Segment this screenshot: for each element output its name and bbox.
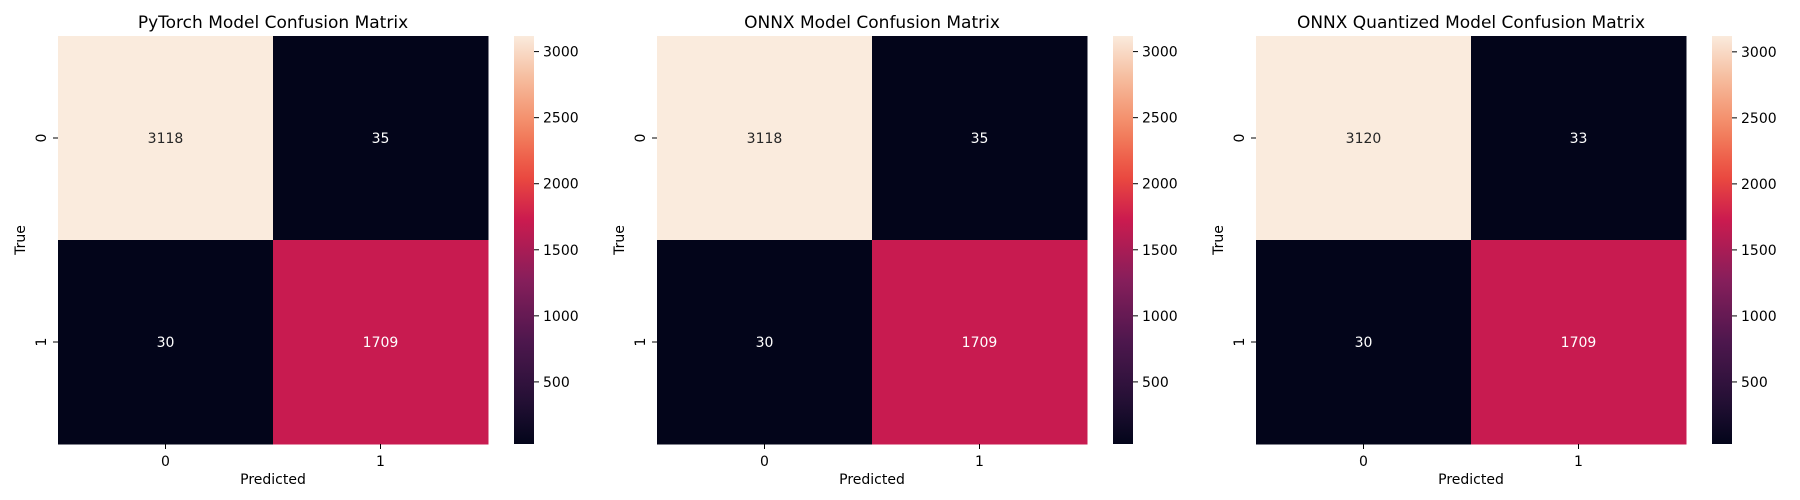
heatmap-cell xyxy=(1256,240,1472,445)
y-tick-label: 0 xyxy=(34,134,50,143)
cell-value-label: 35 xyxy=(971,131,989,147)
panel-1: PyTorch Model Confusion Matrix 3118 35 30 17… xyxy=(13,13,579,488)
heatmap-cell xyxy=(58,240,274,445)
heatmap-cell xyxy=(1471,36,1687,241)
y-axis-label: True xyxy=(13,225,29,256)
cell-value-label: 33 xyxy=(1570,131,1588,147)
cell-value-label: 30 xyxy=(157,335,175,351)
x-axis-label: Predicted xyxy=(839,472,905,488)
colorbar-tick-label: 1000 xyxy=(1142,309,1178,325)
x-tick-label: 1 xyxy=(1574,454,1583,470)
colorbar-tick-label: 2000 xyxy=(543,177,579,193)
heatmap-cell xyxy=(872,36,1088,241)
heatmap-cell xyxy=(1256,36,1472,241)
cell-value-label: 30 xyxy=(756,335,774,351)
cell-value-label: 35 xyxy=(372,131,390,147)
y-tick-label: 0 xyxy=(1232,134,1248,143)
cell-value-label: 1709 xyxy=(962,335,998,351)
colorbar-tick-label: 2000 xyxy=(1142,177,1178,193)
colorbar-tick-label: 3000 xyxy=(1741,45,1777,61)
colorbar-tick-label: 3000 xyxy=(1142,45,1178,61)
colorbar-tick-label: 1000 xyxy=(543,309,579,325)
cell-value-label: 3120 xyxy=(1346,131,1382,147)
colorbar xyxy=(514,36,534,444)
y-tick-label: 1 xyxy=(34,338,50,347)
y-tick-label: 0 xyxy=(633,134,649,143)
cell-value-label: 1709 xyxy=(363,335,399,351)
cell-value-label: 1709 xyxy=(1561,335,1597,351)
colorbar-tick-label: 2000 xyxy=(1741,177,1777,193)
x-tick-label: 0 xyxy=(1359,454,1368,470)
colorbar-tick-label: 2500 xyxy=(1142,111,1178,127)
y-axis-label: True xyxy=(612,225,628,256)
colorbar xyxy=(1712,36,1732,444)
colorbar-tick-label: 500 xyxy=(543,375,570,391)
colorbar-tick-label: 500 xyxy=(1142,375,1169,391)
y-tick-label: 1 xyxy=(633,338,649,347)
heatmap-cell xyxy=(273,36,489,241)
heatmap-cell xyxy=(1471,240,1687,445)
heatmap-cell xyxy=(872,240,1088,445)
colorbar-tick-label: 1000 xyxy=(1741,309,1777,325)
colorbar-tick-label: 3000 xyxy=(543,45,579,61)
x-axis-label: Predicted xyxy=(1438,472,1504,488)
heatmap-cell xyxy=(657,36,873,241)
heatmap-cell xyxy=(273,240,489,445)
colorbar-tick-label: 2500 xyxy=(1741,111,1777,127)
y-tick-label: 1 xyxy=(1232,338,1248,347)
heatmap-cell xyxy=(58,36,274,241)
cell-value-label: 3118 xyxy=(747,131,783,147)
colorbar-tick-label: 1500 xyxy=(543,243,579,259)
x-axis-label: Predicted xyxy=(240,472,306,488)
x-tick-label: 0 xyxy=(760,454,769,470)
cell-value-label: 30 xyxy=(1355,335,1373,351)
heatmap-cell xyxy=(657,240,873,445)
panel-2: ONNX Model Confusion Matrix 3118 35 30 1709 0… xyxy=(612,13,1178,488)
colorbar xyxy=(1113,36,1133,444)
colorbar-tick-label: 2500 xyxy=(543,111,579,127)
panel-3: ONNX Quantized Model Confusion Matrix 312… xyxy=(1211,13,1777,488)
x-tick-label: 1 xyxy=(376,454,385,470)
colorbar-tick-label: 1500 xyxy=(1142,243,1178,259)
colorbar-tick-label: 500 xyxy=(1741,375,1768,391)
cell-value-label: 3118 xyxy=(148,131,184,147)
colorbar-tick-label: 1500 xyxy=(1741,243,1777,259)
chart-title: ONNX Model Confusion Matrix xyxy=(744,13,1000,33)
x-tick-label: 1 xyxy=(975,454,984,470)
chart-title: ONNX Quantized Model Confusion Matrix xyxy=(1297,13,1645,33)
x-tick-label: 0 xyxy=(161,454,170,470)
y-axis-label: True xyxy=(1211,225,1227,256)
chart-title: PyTorch Model Confusion Matrix xyxy=(138,13,408,33)
